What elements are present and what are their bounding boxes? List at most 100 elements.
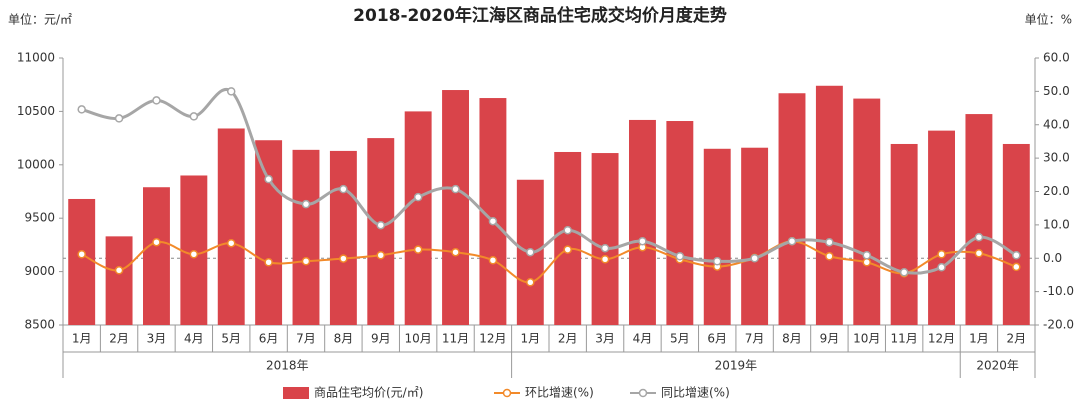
y-tick-label: 9000: [24, 264, 55, 278]
x-group-label: 2018年: [266, 359, 309, 373]
bar: [292, 149, 320, 325]
line-point: [899, 268, 909, 277]
x-tick-label: 8月: [334, 332, 354, 346]
legend-swatch: [638, 388, 648, 398]
x-tick-label: 7月: [296, 332, 316, 346]
line-point: [451, 247, 460, 257]
line-point: [937, 263, 946, 272]
line-point: [114, 266, 124, 275]
y-unit: 单位：元/㎡: [8, 12, 72, 27]
x-tick-label: 9月: [371, 332, 391, 346]
line-point: [226, 238, 236, 248]
legend-label: 同比增速(%): [661, 386, 730, 400]
x-tick-label: 7月: [745, 332, 765, 346]
line-point: [451, 184, 460, 194]
x-tick-label: 11月: [442, 332, 469, 346]
line-point: [563, 245, 572, 254]
y2-tick-label: 60.0: [1043, 51, 1070, 65]
y2-tick-label: 30.0: [1043, 151, 1070, 165]
x-tick-label: 11月: [891, 332, 918, 346]
line-point: [750, 254, 759, 263]
bar: [367, 138, 395, 325]
bar: [741, 147, 769, 325]
line-point: [787, 236, 797, 246]
bar: [965, 114, 993, 325]
x-tick-label: 6月: [259, 332, 279, 346]
line-point: [301, 199, 311, 209]
line-point: [339, 184, 348, 194]
bar: [255, 140, 283, 325]
x-tick-label: 4月: [633, 332, 653, 346]
x-group-label: 2020年: [976, 359, 1019, 373]
x-tick-label: 2月: [1006, 332, 1026, 346]
line-point: [600, 243, 610, 253]
bar: [105, 236, 133, 325]
x-tick-label: 2月: [109, 332, 129, 346]
bar: [629, 119, 656, 325]
y-tick-label: 8500: [24, 318, 55, 332]
bar: [778, 93, 806, 325]
y2-tick-label: -10.0: [1043, 284, 1074, 298]
line-point: [77, 249, 86, 259]
line-point: [526, 247, 535, 257]
x-tick-label: 2月: [558, 332, 578, 346]
bar: [928, 130, 955, 325]
line-point: [152, 96, 161, 105]
y-tick-label: 11000: [17, 51, 55, 65]
line-point: [675, 251, 685, 261]
x-tick-label: 12月: [928, 332, 955, 346]
line-point: [1012, 262, 1021, 272]
line-point: [862, 250, 872, 260]
y2-tick-label: 10.0: [1043, 217, 1070, 231]
line-point: [376, 220, 386, 230]
line-point: [825, 251, 834, 261]
x-tick-label: 10月: [405, 332, 432, 346]
bar: [554, 151, 582, 325]
line-point: [152, 237, 161, 247]
line-point: [563, 225, 572, 235]
bar: [591, 153, 619, 325]
legend-swatch: [283, 387, 309, 399]
x-tick-label: 5月: [670, 332, 690, 346]
y-tick-label: 10500: [17, 104, 55, 118]
x-tick-label: 5月: [221, 332, 241, 346]
line-point: [264, 258, 273, 267]
x-tick-label: 9月: [820, 332, 840, 346]
line-point: [862, 258, 872, 267]
x-tick-label: 10月: [853, 332, 880, 346]
bar: [1002, 143, 1030, 325]
x-tick-label: 12月: [479, 332, 506, 346]
x-tick-label: 1月: [72, 332, 92, 346]
line-point: [226, 87, 236, 96]
bar: [329, 150, 357, 325]
line-point: [189, 112, 199, 121]
x-tick-label: 3月: [595, 332, 615, 346]
x-tick-label: 8月: [782, 332, 802, 346]
y2-tick-label: 20.0: [1043, 184, 1070, 198]
line-point: [301, 257, 311, 266]
line-point: [189, 249, 199, 259]
line-point: [600, 255, 610, 264]
line-point: [1012, 250, 1021, 260]
bar: [442, 90, 469, 325]
bar: [703, 148, 731, 325]
bar: [143, 187, 170, 325]
bar: [890, 143, 918, 325]
line-point: [413, 192, 423, 202]
bar: [853, 98, 881, 325]
x-group-label: 2019年: [715, 359, 758, 373]
line-point: [264, 174, 273, 184]
y-tick-label: 10000: [17, 157, 55, 171]
y-tick-label: 9500: [24, 211, 55, 225]
legend-swatch: [502, 388, 512, 398]
line-point: [638, 236, 647, 246]
line-point: [77, 105, 86, 114]
line-point: [712, 257, 722, 266]
bar: [666, 121, 694, 326]
line-point: [488, 216, 498, 226]
x-tick-label: 4月: [184, 332, 204, 346]
bar: [68, 198, 96, 325]
line-point: [488, 256, 498, 265]
